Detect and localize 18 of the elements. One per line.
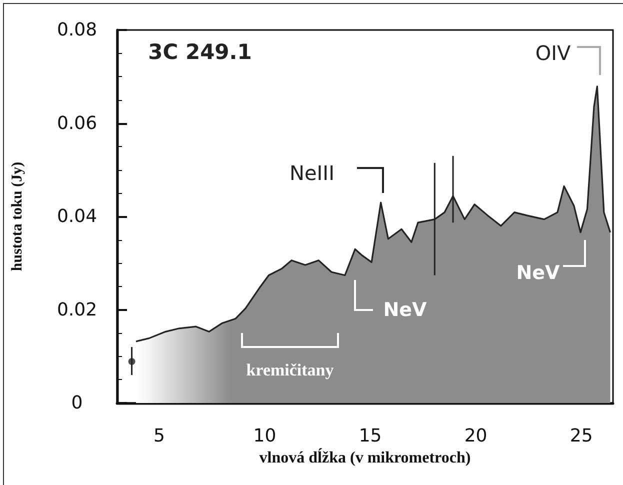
x-tick-label: 20: [464, 426, 488, 446]
y-tick-label: 0.04: [56, 206, 98, 227]
x-tick-label: 10: [253, 426, 276, 446]
y-tick-label: 0.02: [56, 299, 98, 320]
annotation: NeV: [383, 299, 428, 321]
x-tick-label: 25: [570, 426, 593, 446]
x-tick-label: 5: [153, 426, 165, 446]
annotation: NeIII: [290, 161, 334, 185]
annotation: NeV: [516, 262, 560, 284]
x-axis-title: vlnová dĺžka (v mikrometroch): [259, 447, 471, 466]
annotation: 3C 249.1: [148, 40, 252, 64]
y-axis-title: hustota toku (Jy): [10, 162, 26, 272]
annotation: kremičitany: [246, 360, 334, 380]
x-tick-label: 15: [358, 426, 382, 446]
y-tick-label: 0.06: [56, 112, 98, 134]
annotation: OIV: [535, 41, 571, 65]
y-tick-label: 0: [71, 392, 83, 414]
y-tick-label: 0.08: [56, 20, 98, 40]
